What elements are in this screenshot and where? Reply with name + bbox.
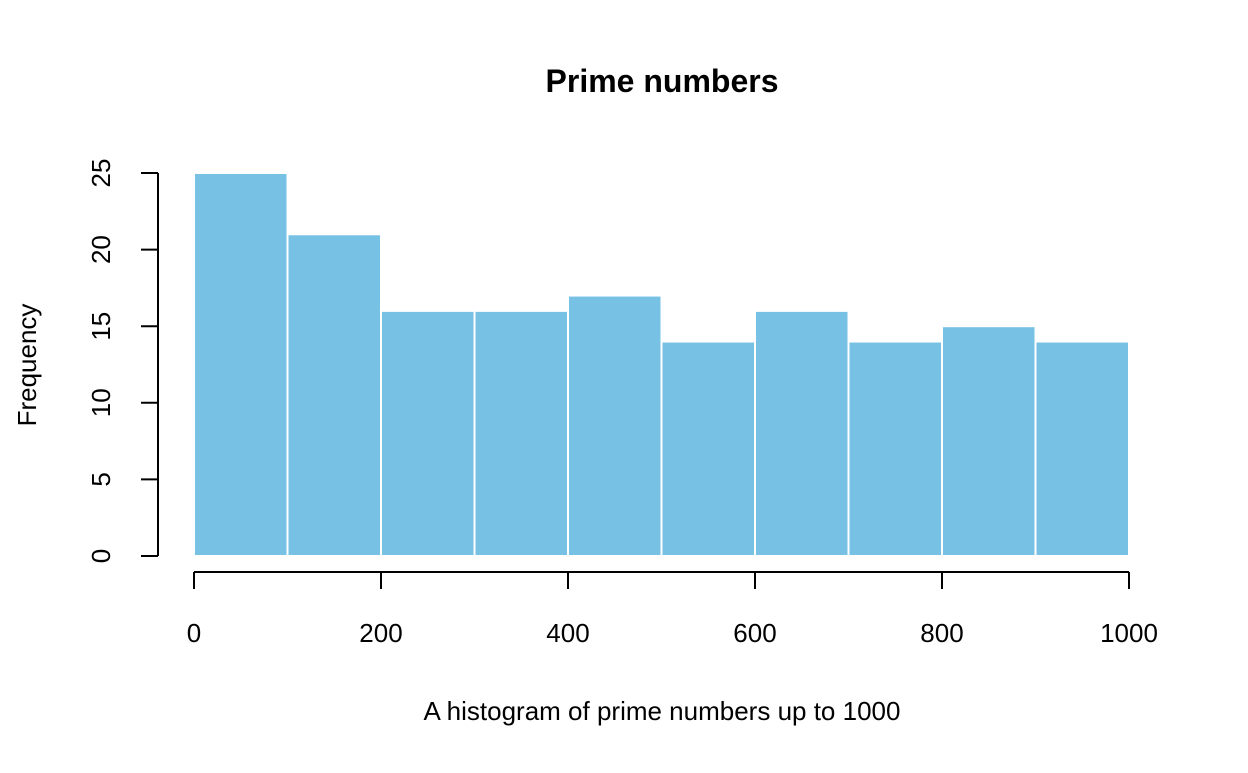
histogram-bar: [473, 309, 569, 557]
y-tick-label: 10: [86, 388, 116, 417]
histogram-bar: [660, 340, 756, 557]
x-axis: 0 200 400 600 800 1000: [187, 571, 1158, 648]
bars-group: [193, 172, 1130, 558]
histogram-bar: [847, 340, 943, 557]
histogram-bar: [754, 309, 850, 557]
histogram-bar: [567, 294, 663, 557]
histogram-bar: [941, 325, 1037, 558]
chart-title: Prime numbers: [546, 63, 779, 99]
y-axis: 0 5 10 15 20 25: [86, 159, 159, 563]
histogram-bar: [193, 172, 289, 557]
y-tick-label: 20: [86, 235, 116, 264]
x-tick-label: 600: [733, 618, 776, 648]
histogram-bar: [286, 233, 382, 557]
x-axis-label: A histogram of prime numbers up to 1000: [424, 696, 901, 726]
x-tick-label: 400: [546, 618, 589, 648]
histogram-bar: [380, 309, 476, 557]
y-tick-label: 15: [86, 312, 116, 341]
y-tick-label: 0: [86, 549, 116, 563]
x-tick-label: 800: [920, 618, 963, 648]
x-tick-label: 1000: [1100, 618, 1158, 648]
histogram-bar: [1034, 340, 1130, 557]
x-tick-label: 200: [359, 618, 402, 648]
y-tick-label: 5: [86, 472, 116, 486]
y-tick-label: 25: [86, 159, 116, 188]
y-axis-label: Frequency: [12, 304, 42, 427]
x-tick-label: 0: [187, 618, 201, 648]
